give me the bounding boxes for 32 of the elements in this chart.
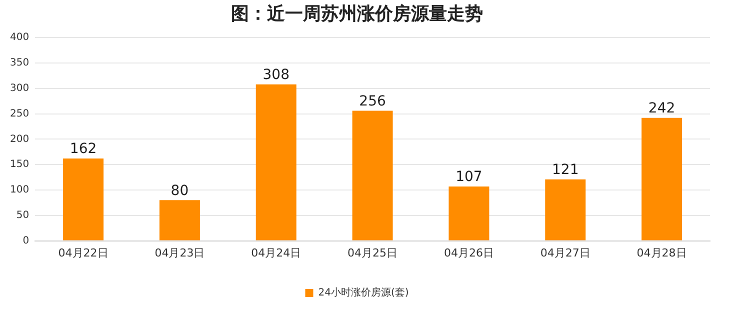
data-label: 256	[359, 93, 386, 110]
y-tick-label: 300	[10, 82, 30, 94]
y-tick-label: 200	[10, 134, 30, 145]
data-label: 80	[170, 182, 189, 199]
bar	[256, 84, 296, 240]
bar	[63, 158, 104, 240]
x-tick-label: 04月27日	[540, 246, 590, 260]
x-tick-label: 04月22日	[58, 246, 108, 260]
y-tick-label: 350	[10, 58, 30, 69]
data-label: 242	[648, 100, 676, 117]
y-tick-label: 0	[22, 235, 30, 246]
bar	[159, 200, 200, 240]
y-tick-label: 100	[10, 184, 30, 196]
x-tick-label: 04月24日	[251, 246, 302, 260]
data-label: 121	[552, 162, 579, 178]
x-tick-label: 04月26日	[444, 246, 494, 260]
bar	[545, 179, 586, 240]
y-tick-label: 150	[10, 159, 30, 170]
y-tick-label: 400	[10, 32, 30, 44]
x-tick-label: 04月25日	[348, 246, 398, 260]
data-label: 107	[456, 169, 482, 186]
data-label: 162	[70, 141, 97, 158]
y-tick-label: 250	[10, 108, 30, 120]
bar	[448, 186, 490, 240]
legend-label: 24小时涨价房源(套)	[318, 286, 409, 299]
bar	[642, 118, 682, 240]
x-tick-label: 04月28日	[636, 246, 687, 260]
bar	[352, 110, 393, 240]
y-tick-label: 50	[16, 210, 30, 221]
chart-title: 图：近一周苏州涨价房源量走势	[231, 3, 483, 24]
x-tick-label: 04月23日	[154, 246, 205, 260]
data-label: 308	[262, 66, 290, 83]
